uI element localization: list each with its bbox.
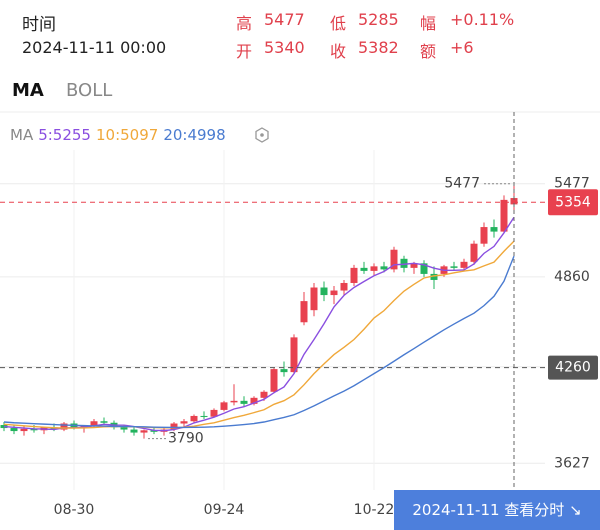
settings-icon[interactable]	[255, 127, 269, 143]
candle-body	[360, 267, 368, 271]
candle-body	[0, 425, 8, 429]
candle-body	[190, 415, 198, 422]
candle-body	[350, 267, 358, 283]
legend-entry: 10:5097	[96, 126, 158, 144]
candle-body	[400, 258, 408, 268]
stat-label: 高	[236, 14, 253, 33]
legend-title: MA	[10, 126, 34, 144]
candle-body	[270, 369, 278, 392]
low-marker-label: 3790	[168, 431, 204, 447]
stat-label: 额	[420, 42, 437, 61]
ma-line	[3, 255, 515, 429]
candle-body	[240, 400, 248, 404]
candle-body	[170, 423, 178, 430]
candle-body	[390, 249, 398, 270]
candle-body	[470, 243, 478, 262]
candle-body	[20, 428, 28, 432]
stat-value: +0.11%	[450, 10, 515, 29]
stat-label: 收	[330, 42, 347, 61]
last-price-label: 5354	[555, 194, 591, 210]
datetime: 2024-11-11 00:00	[22, 38, 167, 57]
candle-body	[380, 266, 388, 270]
stat-value: +6	[450, 38, 474, 57]
ma-line	[3, 216, 515, 432]
candle-body	[140, 430, 148, 433]
view-intraday-button[interactable]: 2024-11-11 查看分时 ↘	[394, 490, 600, 530]
candle-body	[370, 266, 378, 271]
candle-body	[150, 430, 158, 432]
candle-body	[310, 287, 318, 311]
settings-icon-dot	[260, 133, 264, 137]
candle-body	[290, 337, 298, 373]
candle-body	[410, 263, 418, 268]
candle-body	[230, 400, 238, 403]
stat-value: 5477	[264, 10, 305, 29]
candle-body	[180, 421, 188, 424]
stat-label: 低	[330, 14, 347, 33]
stat-value: 5382	[358, 38, 399, 57]
candle-body	[430, 273, 438, 280]
stat-label: 开	[236, 42, 253, 61]
crosshair-badge	[548, 355, 598, 380]
high-marker-label: 5477	[444, 176, 480, 192]
tab[interactable]: BOLL	[66, 80, 113, 101]
x-tick-label: 09-24	[204, 502, 245, 518]
candle-body	[330, 290, 338, 296]
last-price-badge	[548, 189, 598, 216]
candle-body	[450, 266, 458, 268]
candle-body	[220, 402, 228, 410]
legend-entry: 5:5255	[38, 126, 91, 144]
candle-body	[260, 391, 268, 398]
candle-body	[480, 227, 488, 244]
candle-body	[300, 301, 308, 323]
candle-body	[340, 282, 348, 291]
candle-body	[510, 198, 518, 205]
candle-body	[420, 263, 428, 274]
stat-value: 5340	[264, 38, 305, 57]
ma-line	[3, 240, 515, 429]
candle-body	[30, 428, 38, 431]
time-label: 时间	[22, 15, 56, 35]
stat-label: 幅	[420, 14, 437, 33]
candle-body	[500, 199, 508, 232]
crosshair-label: 4260	[555, 360, 591, 376]
candle-body	[210, 409, 218, 417]
candle-body	[280, 369, 288, 373]
stat-value: 5285	[358, 10, 399, 29]
x-tick-label: 08-30	[54, 502, 95, 518]
candle-body	[90, 421, 98, 426]
legend-entry: 20:4998	[163, 126, 225, 144]
candle-body	[130, 429, 138, 433]
candle-body	[490, 227, 498, 232]
y-tick-label: 4860	[554, 269, 590, 285]
y-tick-label: 3627	[554, 455, 590, 471]
legend: MA 5:5255 10:5097 20:4998	[10, 126, 226, 144]
y-tick-label: 5477	[554, 176, 590, 192]
tab[interactable]: MA	[12, 80, 44, 101]
candle-body	[60, 423, 68, 430]
candle-body	[460, 261, 468, 268]
candle-body	[100, 421, 108, 423]
candle-body	[10, 428, 18, 432]
candle-body	[320, 287, 328, 296]
x-tick-label: 10-22	[354, 502, 395, 518]
candle-body	[250, 397, 258, 404]
candle-body	[120, 427, 128, 430]
candle-body	[200, 415, 208, 417]
